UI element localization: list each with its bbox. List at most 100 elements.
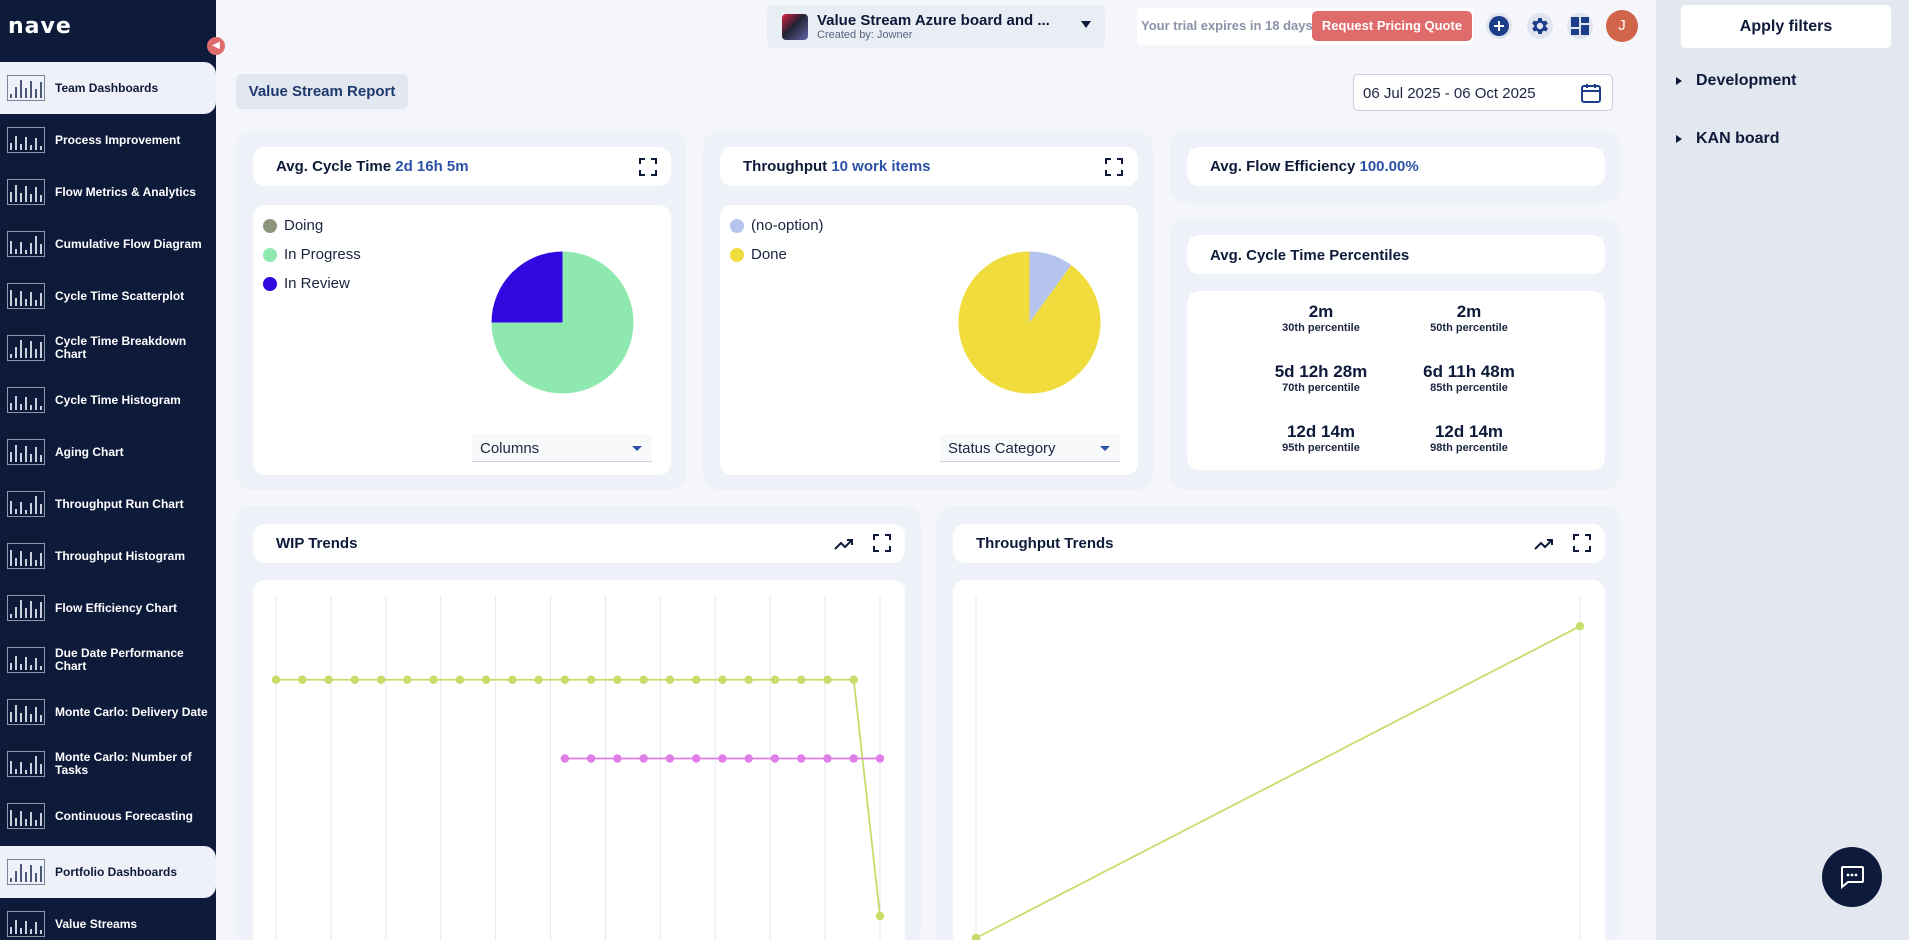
trend-icon[interactable] [1534,534,1554,554]
date-range-picker[interactable]: 06 Jul 2025 - 06 Oct 2025 [1353,74,1613,111]
legend-swatch [730,218,744,233]
cycle-time-group-select[interactable]: Columns [472,434,652,462]
data-point[interactable] [560,754,570,763]
data-point[interactable] [849,754,858,763]
legend-item[interactable]: In Progress [263,240,361,269]
data-point[interactable] [481,675,491,684]
calendar-icon[interactable] [1580,82,1602,104]
legend-item[interactable]: (no-option) [730,211,824,240]
sidebar-item-cycle-time-scatterplot[interactable]: Cycle Time Scatterplot [0,270,216,322]
data-point[interactable] [823,754,832,763]
data-point[interactable] [1575,621,1585,631]
data-point[interactable] [770,754,780,763]
data-point[interactable] [744,675,753,684]
sidebar-item-continuous-forecasting[interactable]: Continuous Forecasting [0,790,216,842]
filter-group-kan-board[interactable]: KAN board [1676,130,1780,148]
add-button[interactable] [1486,13,1512,39]
expand-icon[interactable] [1104,157,1124,177]
data-point[interactable] [797,754,806,763]
sidebar-item-monte-carlo-number-of-tasks[interactable]: Monte Carlo: Number of Tasks [0,738,216,790]
data-point[interactable] [875,911,885,921]
legend-item[interactable]: In Review [263,269,361,298]
data-point[interactable] [718,754,727,763]
data-point[interactable] [639,754,648,763]
data-point[interactable] [455,675,465,684]
data-point[interactable] [508,675,517,684]
data-point[interactable] [298,675,307,684]
data-point[interactable] [849,675,858,684]
expand-icon[interactable] [638,157,658,177]
dashboard-layout-button[interactable] [1567,13,1593,39]
pie-slice-no-option[interactable] [1029,251,1072,323]
sidebar-item-cycle-time-histogram[interactable]: Cycle Time Histogram [0,374,216,426]
sidebar-item-label: Monte Carlo: Number of Tasks [55,750,192,777]
sidebar-item-monte-carlo-delivery-date[interactable]: Monte Carlo: Delivery Date [0,686,216,738]
sidebar-item-cumulative-flow-diagram[interactable]: Cumulative Flow Diagram [0,218,216,270]
sidebar-item-label: Cycle Time Histogram [55,392,181,407]
data-point[interactable] [691,675,701,684]
data-point[interactable] [744,754,753,763]
sidebar-item-due-date-performance-chart[interactable]: Due Date Performance Chart [0,634,216,686]
sidebar-item-flow-metrics-analytics[interactable]: Flow Metrics & Analytics [0,166,216,218]
pie-slice-done[interactable] [958,251,1101,394]
sidebar-item-portfolio-dashboards[interactable]: Portfolio Dashboards [0,846,216,898]
legend-item[interactable]: Doing [263,211,361,240]
sidebar-item-cycle-time-breakdown-chart[interactable]: Cycle Time Breakdown Chart [0,322,216,374]
sidebar-item-team-dashboards[interactable]: Team Dashboards [0,62,216,114]
data-point[interactable] [534,675,543,684]
sidebar-item-value-streams[interactable]: Value Streams [0,898,216,940]
throughput-select-value: Status Category [948,440,1056,457]
trend-icon[interactable] [834,534,854,554]
data-point[interactable] [429,675,438,684]
request-pricing-button[interactable]: Request Pricing Quote [1312,11,1472,41]
apply-filters-button[interactable]: Apply filters [1681,5,1891,48]
throughput-trends-chart [971,596,1585,940]
data-point[interactable] [350,675,359,684]
data-point[interactable] [586,675,596,684]
expand-icon[interactable] [1572,533,1592,553]
data-point[interactable] [875,754,885,763]
data-point[interactable] [665,754,675,763]
chevron-down-icon [1081,21,1091,28]
data-point[interactable] [613,754,622,763]
throughput-title-text: Throughput [743,158,828,175]
data-point[interactable] [797,675,806,684]
report-title-tag[interactable]: Value Stream Report [236,74,408,109]
percentile-label: 50th percentile [1430,322,1508,334]
filter-group-development[interactable]: Development [1676,72,1796,90]
sidebar-item-aging-chart[interactable]: Aging Chart [0,426,216,478]
sidebar-item-flow-efficiency-chart[interactable]: Flow Efficiency Chart [0,582,216,634]
expand-icon[interactable] [872,533,892,553]
avatar-initial: J [1618,17,1626,34]
data-point[interactable] [403,675,412,684]
data-point[interactable] [770,675,780,684]
percentile-cell: 6d 11h 48m 85th percentile [1399,362,1539,394]
legend-swatch [263,218,277,233]
board-selector[interactable]: Value Stream Azure board and ... Created… [767,5,1105,48]
data-point[interactable] [613,675,622,684]
data-point[interactable] [971,933,981,940]
app-logo[interactable]: nave [8,14,72,39]
sidebar-item-process-improvement[interactable]: Process Improvement [0,114,216,166]
throughput-group-select[interactable]: Status Category [940,434,1120,462]
sidebar-item-throughput-run-chart[interactable]: Throughput Run Chart [0,478,216,530]
legend-item[interactable]: Done [730,240,824,269]
data-point[interactable] [691,754,701,763]
user-avatar[interactable]: J [1606,10,1638,42]
series-line-1 [276,678,881,917]
data-point[interactable] [586,754,596,763]
sidebar-item-throughput-histogram[interactable]: Throughput Histogram [0,530,216,582]
chat-button[interactable] [1822,847,1882,907]
throughput-title: Throughput 10 work items [743,158,931,175]
data-point[interactable] [324,675,333,684]
pie-slice-in-review[interactable] [491,251,563,323]
sidebar-collapse-button[interactable]: ◀ [207,37,225,55]
data-point[interactable] [376,675,386,684]
data-point[interactable] [665,675,675,684]
data-point[interactable] [718,675,727,684]
data-point[interactable] [823,675,832,684]
data-point[interactable] [271,675,281,684]
settings-button[interactable] [1527,13,1553,39]
data-point[interactable] [560,675,570,684]
data-point[interactable] [639,675,648,684]
